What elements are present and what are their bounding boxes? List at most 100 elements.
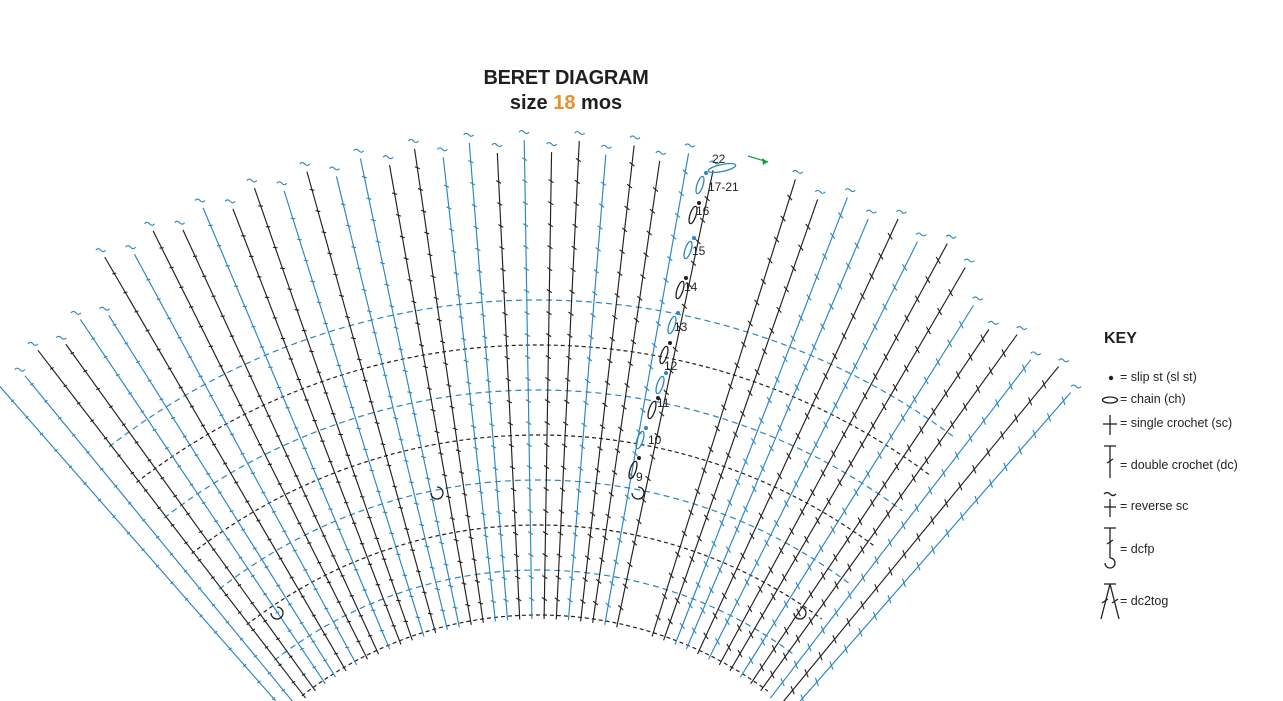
stitch-tick <box>832 634 837 644</box>
stitch-tick <box>499 246 505 250</box>
stitch-tick <box>770 592 776 601</box>
stitch-tick <box>734 362 740 369</box>
stitch-tick <box>833 401 839 409</box>
stitch-tick <box>333 273 339 276</box>
stitch-tick <box>930 516 935 525</box>
stitch-tick <box>572 532 579 537</box>
stitch-tick <box>312 665 317 669</box>
stitch-tick <box>218 365 223 367</box>
stitch-tick <box>573 201 580 207</box>
stitch-tick <box>848 459 854 468</box>
stitch-tick <box>988 479 994 488</box>
stitch-tick <box>703 632 709 640</box>
stitch-tick <box>225 620 230 624</box>
stitch-tick <box>183 569 188 573</box>
stitch-tick <box>499 554 506 559</box>
reverse-sc-mark <box>600 144 612 149</box>
stitch-tick <box>316 301 322 304</box>
stitch-tick <box>624 205 630 211</box>
key-item-sc: = single crochet (sc) <box>1096 414 1276 454</box>
stitch-tick <box>703 514 710 521</box>
stitch-tick <box>506 399 513 404</box>
stitch-column <box>182 229 380 655</box>
stitch-tick <box>750 437 757 445</box>
stitch-tick <box>462 492 468 496</box>
stitch-tick <box>568 311 574 316</box>
row-labels: 9 10 11 12 13 14 15 16 17-21 22 <box>628 152 769 484</box>
stitch-tick <box>613 559 619 565</box>
stitch-tick <box>568 576 575 581</box>
stitch-tick <box>356 358 362 361</box>
stitch-tick <box>460 337 467 341</box>
stitch-tick <box>403 257 409 260</box>
reverse-sc-mark <box>125 245 137 250</box>
stitch-tick <box>678 191 685 197</box>
stitch-tick <box>826 497 832 506</box>
stitch-tick <box>696 535 702 542</box>
reverse-sc-mark <box>436 147 448 152</box>
stitch-tick <box>171 416 176 420</box>
stitch-tick <box>754 559 760 567</box>
stitch-tick <box>475 247 481 252</box>
stitch-tick <box>117 454 121 458</box>
stitch-tick <box>402 369 408 373</box>
stitch-tick <box>147 458 152 462</box>
stitch-tick <box>846 617 851 627</box>
stitch-tick <box>414 166 420 170</box>
stitch-tick <box>622 583 629 589</box>
reverse-sc-mark <box>972 296 984 301</box>
stitch-tick <box>724 618 730 626</box>
stitch-tick <box>795 432 801 440</box>
stitch-tick <box>361 288 367 292</box>
stitch-tick <box>522 179 528 184</box>
stitch-tick <box>421 591 427 594</box>
stitch-tick <box>545 333 552 338</box>
stitch-tick <box>974 495 979 505</box>
stitch-tick <box>845 262 851 270</box>
stitch-tick <box>770 670 775 679</box>
stitch-tick <box>267 671 272 675</box>
stitch-tick <box>681 530 688 537</box>
stitch-tick <box>276 584 281 587</box>
stitch-tick <box>621 404 627 410</box>
stitch-tick <box>415 616 421 619</box>
stitch-tick <box>655 321 662 327</box>
stitch-tick <box>742 458 749 465</box>
stitch-tick <box>717 566 723 574</box>
stitch-tick <box>333 652 339 655</box>
stitch-tick <box>197 586 202 590</box>
stitch-tick <box>820 469 826 477</box>
stitch-tick <box>627 561 633 568</box>
stitch-tick <box>893 334 899 342</box>
stitch-tick <box>591 291 598 296</box>
stitch-tick <box>134 441 139 444</box>
stitch-tick <box>482 335 488 339</box>
stitch-tick <box>914 295 920 303</box>
stitch-column <box>496 152 521 620</box>
stitch-tick <box>434 430 440 434</box>
stitch-column <box>729 267 966 672</box>
key-label: = reverse sc <box>1120 499 1189 513</box>
stitch-tick <box>928 486 933 495</box>
stitch-tick <box>366 197 372 200</box>
stitch-tick <box>525 377 531 381</box>
stitch-tick <box>759 611 765 620</box>
stitch-tick <box>389 305 395 308</box>
stitch-tick <box>184 541 188 545</box>
stitch-tick <box>803 460 809 468</box>
stitch-tick <box>429 498 436 502</box>
stitch-tick <box>504 355 510 360</box>
stitch-tick <box>250 601 255 605</box>
row-number: 9 <box>636 470 643 484</box>
stitch-tick <box>930 545 935 554</box>
stitch-tick <box>1046 413 1052 422</box>
stitch-tick <box>872 323 878 331</box>
stitch-tick <box>497 202 503 206</box>
stitch-tick <box>379 262 386 265</box>
stitch-tick <box>780 215 786 222</box>
stitch-tick <box>238 556 243 559</box>
stitch-tick <box>194 454 199 457</box>
reverse-sc-mark <box>987 320 999 325</box>
stitch-tick <box>130 471 135 475</box>
stitch-tick <box>440 609 446 612</box>
